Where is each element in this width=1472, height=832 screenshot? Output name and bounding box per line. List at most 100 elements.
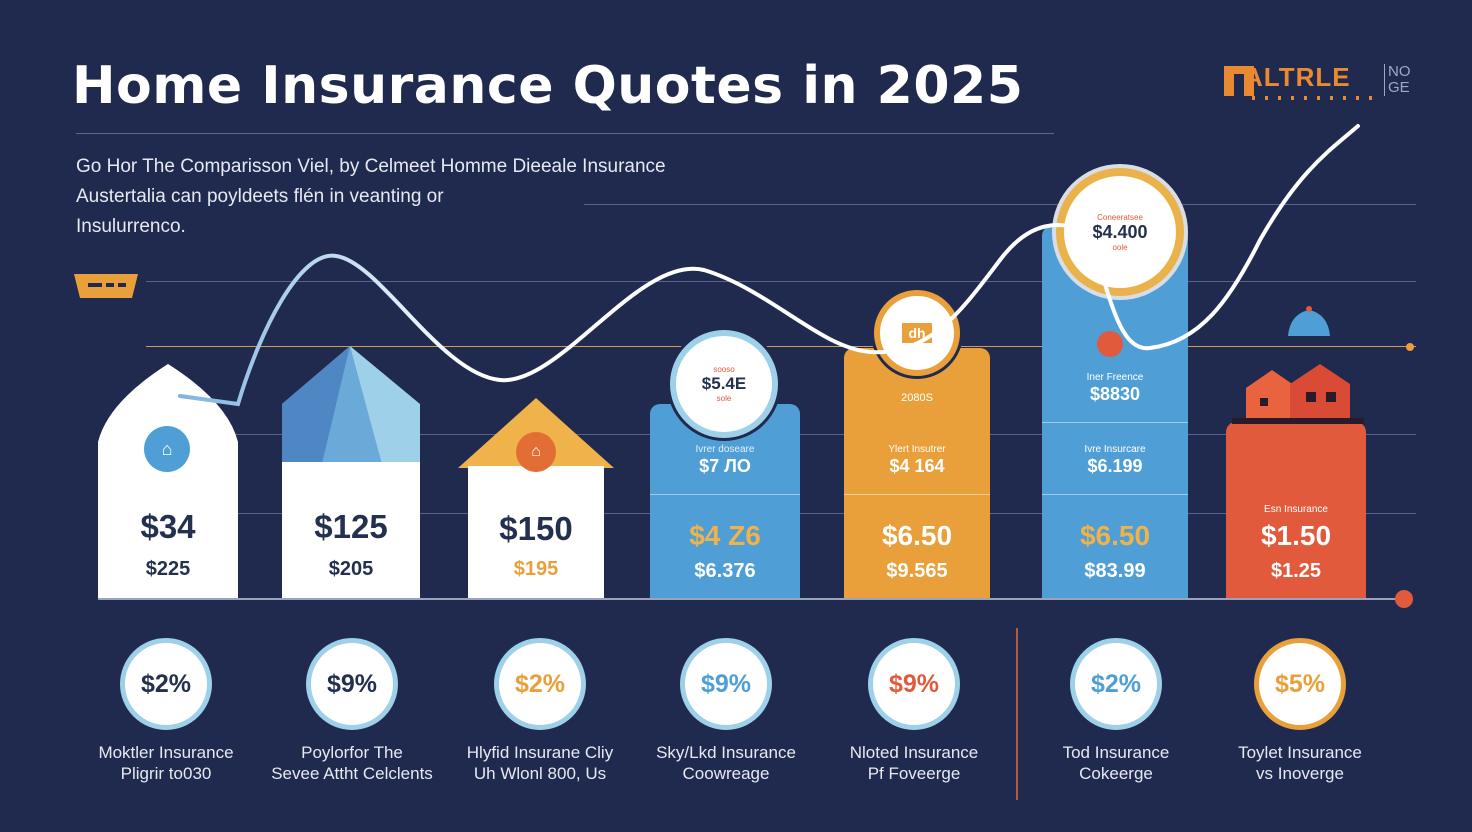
bar-top-value-0: $8830	[1089, 384, 1141, 404]
logo-side-1: NO	[1388, 63, 1411, 80]
logo-mark-icon	[1224, 66, 1254, 96]
caption-line-2: Pligrir to030	[120, 764, 212, 783]
bar-value-main: $125	[314, 508, 388, 545]
caption-line-1: Moktler Insurance	[98, 743, 234, 762]
logo-side-text: NO GE	[1384, 64, 1411, 96]
tag-icon	[72, 272, 140, 300]
percent-caption: Moktler Insurance Pligrir to030	[66, 742, 266, 784]
bar-5: 2080S Ylert Insutrer $4 164 $6.50 $9.565	[844, 348, 990, 598]
bar-2: $125 $205	[282, 344, 420, 598]
baseline-end-dot	[1395, 590, 1413, 608]
bar-top-value: $6.199	[1087, 456, 1143, 476]
bar-top-label-0: Iner Freence	[1086, 372, 1144, 383]
gridline	[584, 204, 1416, 205]
badge-sub-text: sole	[716, 394, 732, 403]
caption-line-1: Poylorfor The	[301, 743, 403, 762]
bar-value-sub: $195	[513, 558, 559, 580]
badge-value: $5.4E	[701, 374, 747, 393]
percent-value: $5%	[1274, 669, 1326, 698]
house-roof-icon	[282, 344, 283, 345]
brand-logo: ALTRLE NO GE	[1224, 62, 1424, 112]
logo-side-2: GE	[1388, 79, 1410, 96]
bar-top-label-0: 2080S	[901, 392, 933, 404]
percent-circle: $2%	[1070, 638, 1162, 730]
bar-value-sub: $9.565	[886, 560, 948, 582]
percent-value: $9%	[888, 669, 940, 698]
baseline-axis	[98, 598, 1404, 600]
bar-value-main: $150	[499, 510, 573, 547]
caption-line-2: Sevee Attht Celclents	[271, 764, 433, 783]
badge-value: dh	[902, 323, 932, 343]
percent-caption: Sky/Lkd Insurance Coowreage	[626, 742, 826, 784]
percent-value: $9%	[700, 669, 752, 698]
caption-line-1: Hlyfid Insurane Cliy	[466, 743, 614, 762]
roof-bell-icon	[1286, 304, 1332, 336]
bar-7: Esn Insurance $1.50 $1.25	[1226, 422, 1366, 598]
logo-dots	[1252, 96, 1372, 100]
bar-top-label: Ivre Insurcare	[1084, 444, 1146, 455]
bar-value-main: $6.50	[881, 520, 953, 551]
caption-line-1: Tod Insurance	[1062, 743, 1170, 762]
percent-circle: $2%	[120, 638, 212, 730]
bar-value-main: $6.50	[1079, 520, 1151, 551]
percent-value: $2%	[1090, 669, 1142, 698]
subtitle-line-3: Insulurrenco.	[76, 216, 186, 237]
house-icon	[1232, 358, 1364, 424]
bar-3: ⌂ $150 $195	[458, 396, 614, 598]
bar-1: ⌂ $34 $225	[98, 362, 238, 598]
badge-value: $4.400	[1092, 221, 1148, 242]
caption-line-2: Uh Wlonl 800, Us	[473, 764, 607, 783]
bar-value-sub: $83.99	[1084, 560, 1146, 582]
percent-value: $2%	[514, 669, 566, 698]
bar-value-main: $34	[140, 508, 196, 545]
gridline	[146, 281, 1416, 282]
caption-line-2: Coowreage	[682, 764, 770, 783]
percent-circle: $9%	[306, 638, 398, 730]
logo-text: ALTRLE	[1244, 62, 1351, 92]
caption-line-1: Nloted Insurance	[849, 743, 979, 762]
house-icon: ⌂	[144, 426, 190, 472]
divider-vertical	[1016, 628, 1018, 800]
page-title: Home Insurance Quotes in 2025	[72, 56, 1024, 116]
bar-value-sub: $6.376	[694, 560, 756, 582]
bar-top-label: Ivrer doseare	[695, 444, 755, 455]
percent-caption: Nloted Insurance Pf Foveerge	[814, 742, 1014, 784]
bar-divider	[844, 494, 990, 495]
house-icon: ⌂	[516, 432, 556, 472]
bar-value-main: $4 Z6	[689, 520, 761, 551]
caption-line-2: vs Inoverge	[1256, 764, 1344, 783]
badge-small-text: Coneeratsee	[1097, 212, 1143, 222]
percent-caption: Tod Insurance Cokeerge	[1016, 742, 1216, 784]
caption-line-2: Pf Foveerge	[867, 764, 961, 783]
bar-value-sub: $205	[328, 558, 374, 580]
bar-top-value: $4 164	[889, 456, 945, 476]
price-badge: Coneeratsee $4.400 oole	[1056, 168, 1184, 296]
bar-divider	[1042, 422, 1188, 423]
percent-value: $9%	[326, 669, 378, 698]
subtitle-line-1: Go Hor The Comparisson Viel, by Celmeet …	[76, 156, 666, 177]
bar-divider	[1042, 494, 1188, 495]
percent-caption: Hlyfid Insurane Cliy Uh Wlonl 800, Us	[440, 742, 640, 784]
subtitle-line-2: Austertalia can poyldeets flén in veanti…	[76, 186, 444, 207]
bar-top-label: Esn Insurance	[1264, 504, 1328, 515]
title-divider	[76, 133, 1054, 134]
bar-top-label: Ylert Insutrer	[888, 444, 946, 455]
bar-divider	[650, 494, 800, 495]
percent-circle: $9%	[868, 638, 960, 730]
percent-caption: Toylet Insurance vs Inoverge	[1200, 742, 1400, 784]
badge-sub-text: oole	[1112, 242, 1128, 252]
percent-circle: $5%	[1254, 638, 1346, 730]
caption-line-1: Toylet Insurance	[1238, 743, 1362, 762]
subtitle: Go Hor The Comparisson Viel, by Celmeet …	[76, 152, 756, 242]
gridline-end-dot	[1406, 343, 1414, 351]
percent-value: $2%	[140, 669, 192, 698]
percent-circle: $2%	[494, 638, 586, 730]
bar-value-sub: $225	[145, 558, 191, 580]
caption-line-1: Sky/Lkd Insurance	[656, 743, 796, 762]
bar-value-main: $1.50	[1260, 520, 1332, 551]
caption-line-2: Cokeerge	[1079, 764, 1153, 783]
price-badge: dh	[874, 290, 960, 376]
line-marker-dot	[1097, 331, 1123, 357]
bar-top-value: $7 ЛО	[699, 456, 751, 476]
percent-caption: Poylorfor The Sevee Attht Celclents	[252, 742, 452, 784]
